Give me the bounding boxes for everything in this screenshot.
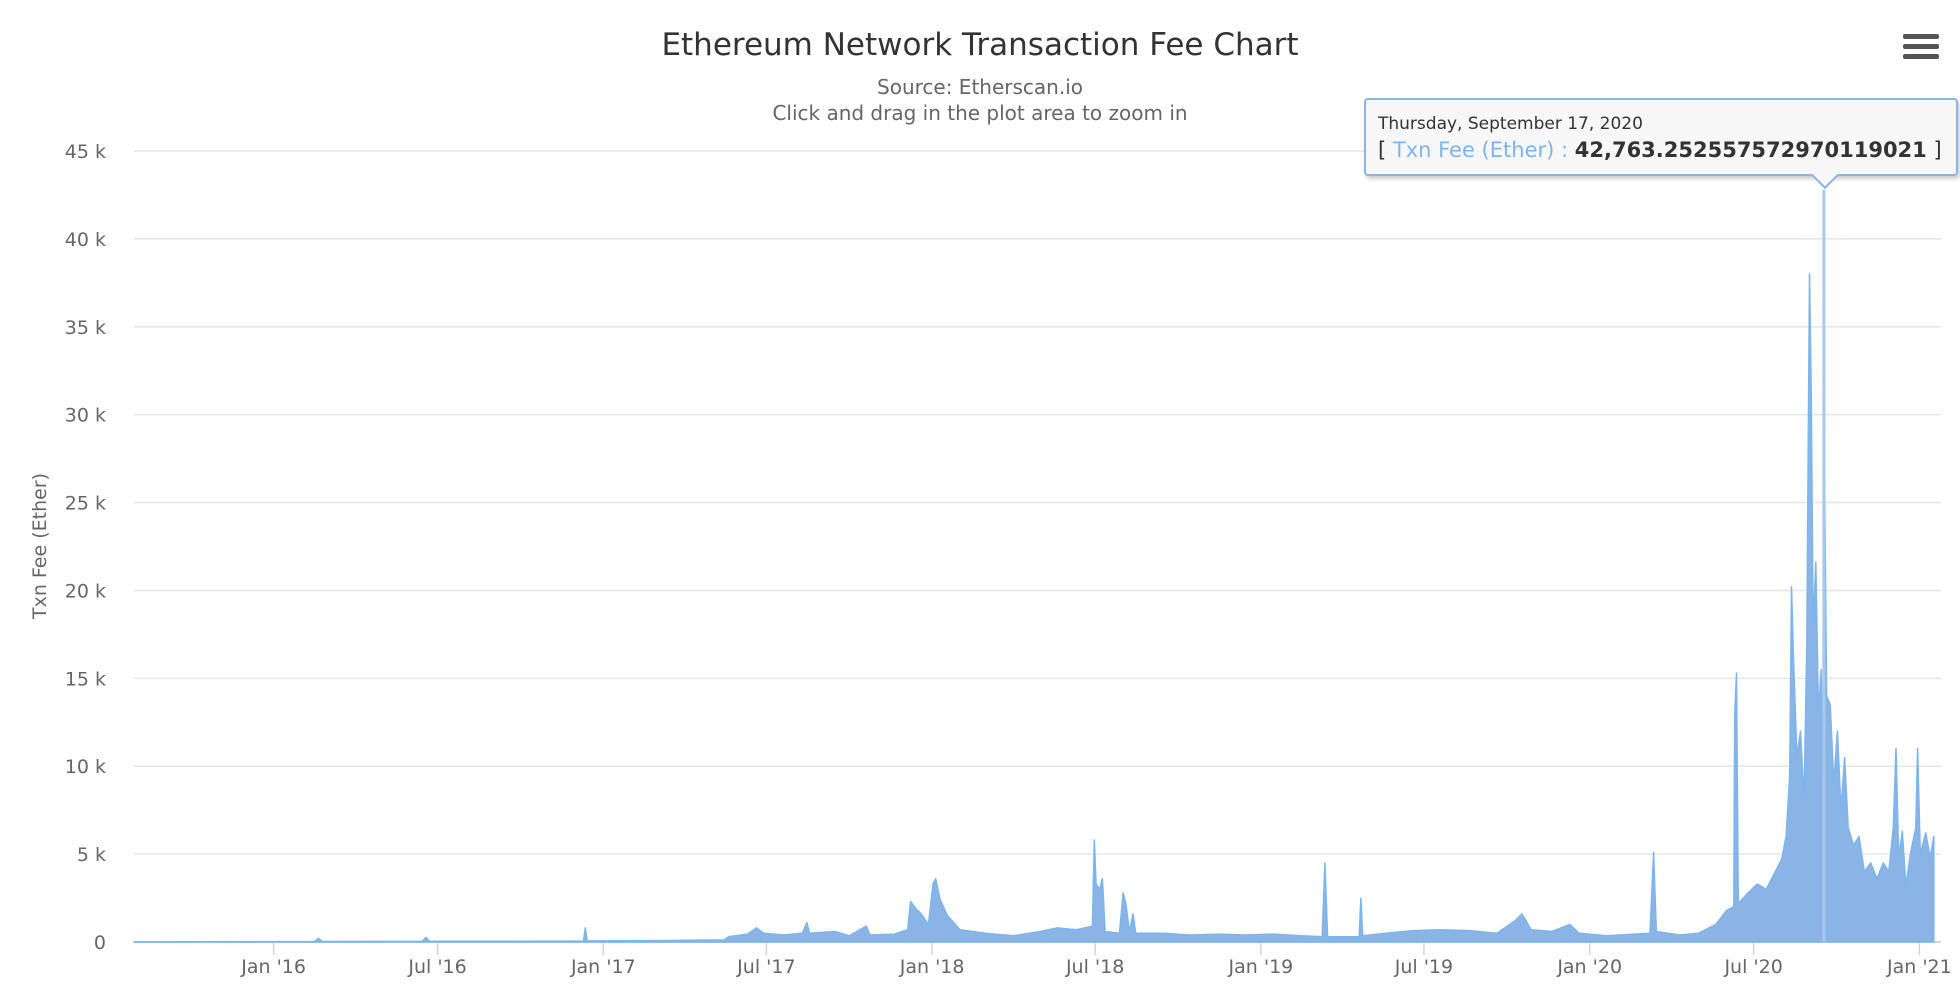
y-tick-label: 15 k (65, 668, 106, 690)
x-tick-label: Jul '19 (1394, 956, 1453, 978)
menu-icon-bar (1903, 54, 1939, 59)
y-tick-label: 45 k (65, 141, 106, 163)
tooltip-series-name: Txn Fee (Ether) (1392, 138, 1555, 163)
x-axis-ticks: Jan '16 Jul '16 Jan '17 Jul '17 Jan '18 Jul '… (240, 942, 1952, 978)
x-tick-label: Jan '19 (1228, 956, 1294, 978)
x-tick-label: Jul '18 (1065, 956, 1124, 978)
hamburger-menu-icon (1903, 34, 1939, 39)
chart-menu-button[interactable] (1903, 34, 1939, 64)
x-tick-label: Jan '21 (1886, 956, 1952, 978)
tooltip-value-tail: 0119021 (1824, 138, 1927, 163)
x-tick-label: Jul '20 (1723, 956, 1782, 978)
y-tick-label: 25 k (65, 493, 106, 515)
series-area[interactable] (133, 189, 1935, 943)
x-tick-label: Jan '20 (1556, 956, 1622, 978)
y-tick-label: 20 k (65, 580, 106, 602)
y-tick-label: 35 k (65, 317, 106, 339)
series-txn-fee (133, 189, 1935, 943)
tooltip-date: Thursday, September 17, 2020 (1378, 114, 1643, 135)
tooltip-value-line: [ Txn Fee (Ether) : 42,763.2525575729701… (1378, 138, 1942, 163)
tooltip-value: 42,763.25255757297 (1574, 138, 1825, 163)
y-tick-label: 30 k (65, 405, 106, 427)
y-tick-label: 10 k (65, 756, 106, 778)
y-tick-label: 5 k (77, 844, 106, 866)
x-tick-label: Jan '17 (570, 956, 636, 978)
y-axis-title: Txn Fee (Ether) (29, 473, 51, 620)
grid (134, 150, 1941, 943)
tooltip: Thursday, September 17, 2020 [ Txn Fee (… (1364, 98, 1958, 190)
y-axis-ticks: 0 5 k 10 k 15 k 20 k 25 k 30 k 35 k 40 k 45 k (65, 141, 106, 954)
y-tick-label: 0 (94, 932, 106, 954)
x-tick-label: Jul '16 (407, 956, 466, 978)
x-tick-label: Jan '16 (240, 956, 306, 978)
x-tick-label: Jul '17 (736, 956, 795, 978)
chart-title: Ethereum Network Transaction Fee Chart (661, 27, 1298, 63)
chart-subtitle-source: Source: Etherscan.io (877, 75, 1083, 99)
y-tick-label: 40 k (65, 229, 106, 251)
x-tick-label: Jan '18 (899, 956, 965, 978)
menu-icon-bar (1903, 44, 1939, 49)
chart-subtitle-hint: Click and drag in the plot area to zoom … (772, 101, 1187, 125)
